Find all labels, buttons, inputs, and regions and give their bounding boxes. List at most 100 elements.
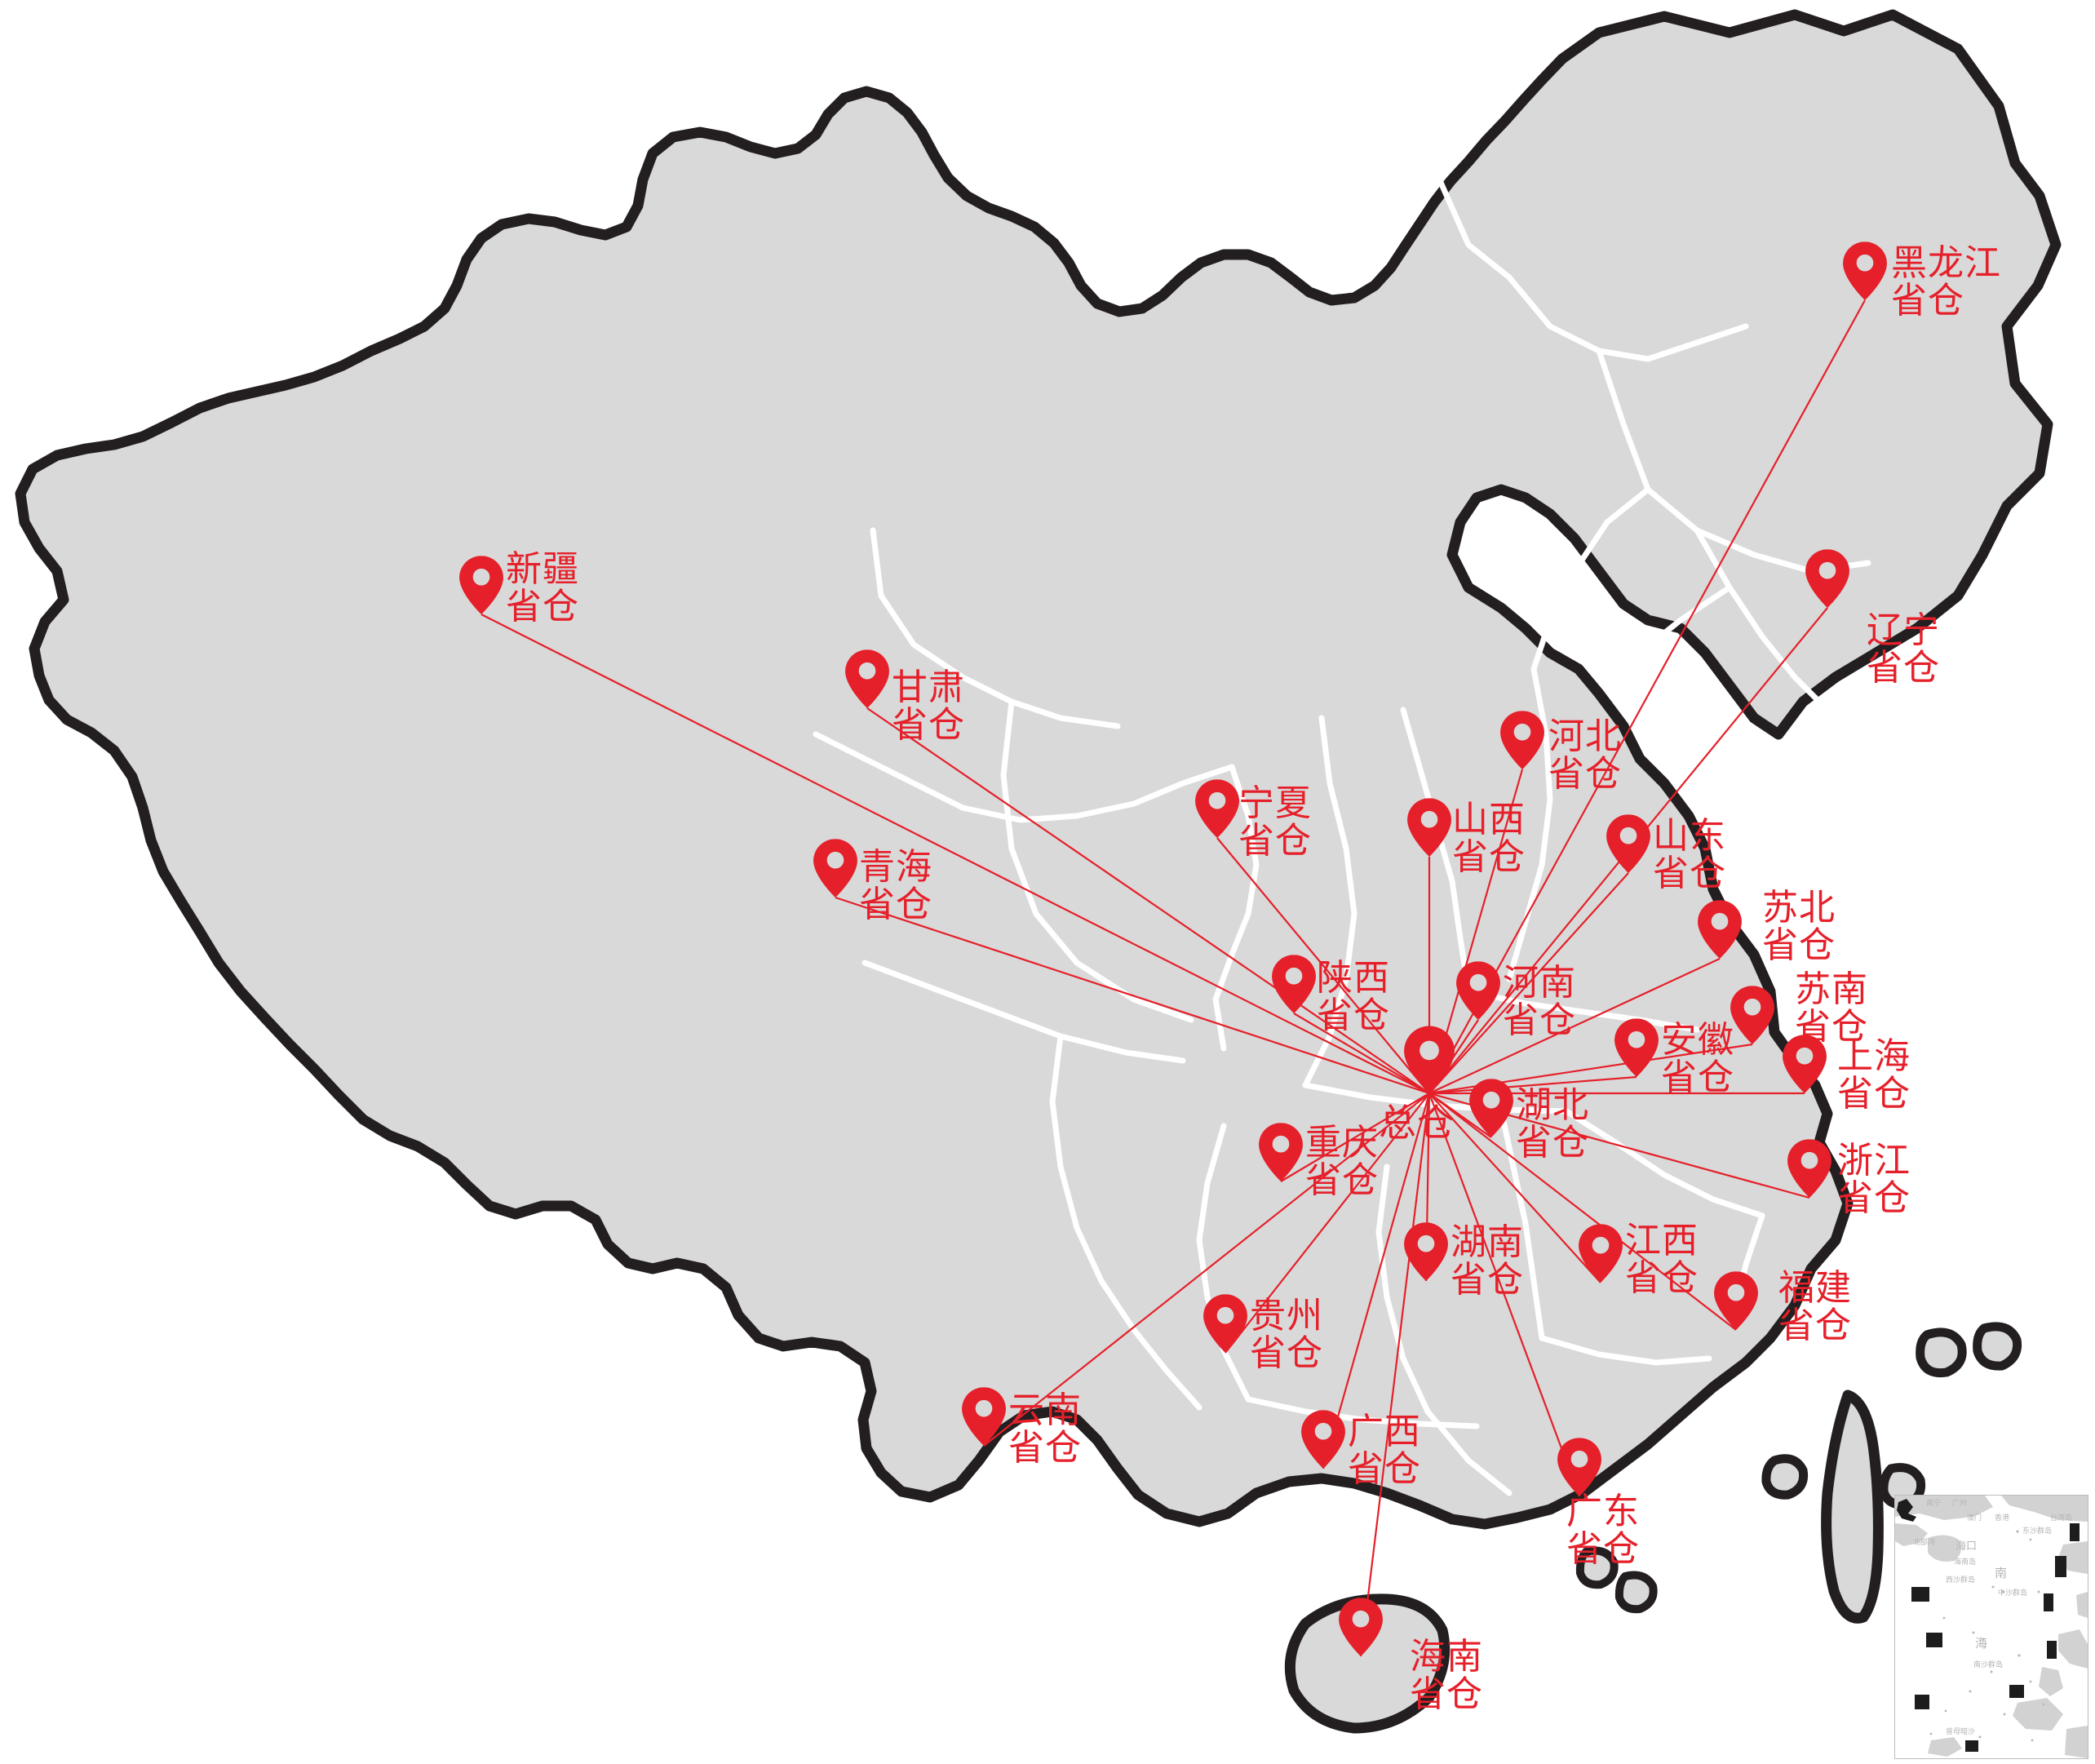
map-pin-icon-fujian[interactable]: [1714, 1271, 1758, 1330]
route-line-xinjiang: [481, 614, 1430, 1094]
warehouse-label-xinjiang: 新疆 省仓: [506, 548, 579, 628]
map-pin-icon-heilongjiang[interactable]: [1843, 242, 1887, 300]
warehouse-label-qinghai: 青海 省仓: [859, 846, 932, 926]
warehouse-label-yunnan: 云南 省仓: [1008, 1389, 1082, 1469]
map-pin-icon-xinjiang[interactable]: [459, 556, 503, 614]
route-line-ningxia: [1216, 837, 1430, 1094]
map-pin-icon-yunnan[interactable]: [962, 1387, 1006, 1446]
map-pin-icon-chongqing[interactable]: [1259, 1123, 1303, 1181]
map-pin-icon-anhui[interactable]: [1614, 1018, 1659, 1077]
warehouse-label-gansu: 甘肃 省仓: [892, 667, 965, 747]
route-line-chongqing: [1280, 1093, 1430, 1182]
inset-label-2: 澳门: [1967, 1513, 1982, 1522]
inset-label-3: 香港: [1995, 1513, 2009, 1522]
island-small-c: [1761, 1454, 1809, 1500]
map-pin-icon-shanghai[interactable]: [1783, 1035, 1827, 1093]
warehouse-label-guangxi: 广西 省仓: [1348, 1411, 1421, 1491]
warehouse-label-jiangxi: 江西 省仓: [1625, 1220, 1699, 1300]
inset-label-10: 中沙群岛: [1998, 1588, 2027, 1598]
warehouse-label-anhui: 安徽 省仓: [1661, 1019, 1734, 1099]
inset-label-12: 海: [1975, 1636, 1987, 1651]
map-pin-icon-qinghai[interactable]: [813, 839, 857, 898]
map-pin-icon-zhejiang[interactable]: [1787, 1139, 1831, 1198]
map-pin-icon-jiangxi[interactable]: [1579, 1224, 1623, 1283]
route-line-guangxi: [1322, 1093, 1431, 1469]
island-small-a: [1916, 1327, 1967, 1378]
warehouse-label-shandong: 山东 省仓: [1653, 815, 1726, 895]
inset-label-6: 北部湾: [1913, 1537, 1935, 1547]
inset-label-11: 南: [1995, 1566, 2007, 1580]
china-national-outline: [15, 9, 2062, 1530]
warehouse-label-shanghai: 上海 省仓: [1837, 1035, 1911, 1115]
inset-landmasses: [1895, 1496, 2088, 1758]
route-line-yunnan: [983, 1093, 1430, 1447]
inset-dots: [1929, 1530, 2045, 1742]
warehouse-label-shaanxi: 陕西 省仓: [1317, 957, 1390, 1037]
warehouse-label-zhejiang: 浙江 省仓: [1837, 1140, 1911, 1220]
warehouse-label-hainan: 海南 省仓: [1410, 1636, 1483, 1716]
inset-map: 南宁 广州 澳门 香港 台湾岛 东沙群岛 北部湾 海口 海南岛 西沙群岛 中沙群…: [1895, 1496, 2088, 1758]
map-pin-icon-hubei[interactable]: [1469, 1079, 1513, 1137]
island-small-f: [1614, 1571, 1658, 1614]
map-pin-icon-ningxia[interactable]: [1195, 779, 1239, 838]
island-small-b: [1973, 1322, 2022, 1371]
inset-label-0: 南宁: [1926, 1498, 1941, 1508]
mainland-landmass: [15, 9, 2062, 1530]
warehouse-label-liaoning: 辽宁 省仓: [1867, 609, 1940, 689]
inset-label-9: 西沙群岛: [1946, 1575, 1975, 1584]
route-line-fujian: [1428, 1093, 1737, 1331]
south-china-sea-inset: 南宁 广州 澳门 香港 台湾岛 东沙群岛 北部湾 海口 海南岛 西沙群岛 中沙群…: [1894, 1495, 2088, 1759]
map-pin-icon-guizhou[interactable]: [1203, 1294, 1247, 1353]
route-line-hainan: [1359, 1093, 1431, 1657]
map-pin-icon-liaoning[interactable]: [1805, 549, 1849, 608]
map-pin-icon-henan[interactable]: [1456, 961, 1500, 1020]
warehouse-label-shanxi: 山西 省仓: [1452, 799, 1526, 879]
route-line-anhui: [1428, 1075, 1637, 1095]
map-pin-icon-hainan[interactable]: [1339, 1598, 1383, 1656]
map-pin-icon-gansu[interactable]: [845, 649, 889, 708]
warehouse-label-zongcang: 总仓: [1379, 1101, 1455, 1145]
inset-label-7: 海口: [1955, 1540, 1977, 1553]
hainan-island: [1284, 1593, 1451, 1734]
route-line-subei: [1428, 958, 1721, 1094]
map-pin-icon-hebei[interactable]: [1500, 711, 1544, 769]
warehouse-label-hebei: 河北 省仓: [1548, 716, 1622, 796]
map-pin-icon-sunan[interactable]: [1730, 986, 1774, 1044]
map-pin-icon-zongcang[interactable]: [1404, 1026, 1455, 1093]
warehouse-label-heilongjiang: 黑龙江 省仓: [1891, 242, 2001, 322]
map-pin-icon-subei[interactable]: [1698, 900, 1742, 959]
map-pin-icon-shandong[interactable]: [1606, 814, 1650, 873]
inset-label-5: 东沙群岛: [2022, 1526, 2052, 1536]
map-pin-icon-hunan[interactable]: [1404, 1222, 1448, 1281]
inset-label-13: 南沙群岛: [1973, 1660, 2003, 1669]
warehouse-label-guangdong: 广东 省仓: [1566, 1491, 1640, 1571]
inset-coastline-marks: [1897, 1499, 2079, 1752]
inset-label-14: 曾母暗沙: [1946, 1726, 1975, 1736]
route-line-guizhou: [1225, 1093, 1430, 1354]
route-line-heilongjiang: [1428, 299, 1866, 1094]
map-pin-icon-shanxi[interactable]: [1407, 798, 1451, 857]
taiwan-island: [1821, 1389, 1884, 1624]
route-line-gansu: [866, 707, 1430, 1094]
route-line-qinghai: [835, 896, 1430, 1095]
warehouse-label-chongqing: 重庆 省仓: [1305, 1122, 1379, 1202]
route-line-jiangxi: [1428, 1093, 1601, 1283]
map-pin-icon-guangxi[interactable]: [1301, 1410, 1345, 1469]
warehouse-label-ningxia: 宁夏 省仓: [1238, 782, 1312, 862]
route-line-shandong: [1428, 872, 1629, 1094]
inset-label-1: 广州: [1952, 1498, 1967, 1508]
warehouse-label-henan: 河南 省仓: [1503, 962, 1576, 1042]
map-pin-icon-shaanxi[interactable]: [1272, 955, 1316, 1013]
warehouse-label-hunan: 湖南 省仓: [1451, 1221, 1524, 1301]
inset-label-8: 海南岛: [1954, 1557, 1976, 1567]
warehouse-label-hubei: 湖北 省仓: [1516, 1084, 1589, 1164]
island-small-e: [1575, 1546, 1619, 1589]
warehouse-label-fujian: 福建 省仓: [1778, 1267, 1852, 1347]
inset-label-4: 台湾岛: [2050, 1513, 2072, 1522]
inset-place-labels: 南宁 广州 澳门 香港 台湾岛 东沙群岛 北部湾 海口 海南岛 西沙群岛 中沙群…: [1913, 1498, 2072, 1736]
map-pin-icon-guangdong[interactable]: [1557, 1438, 1601, 1496]
warehouse-label-guizhou: 贵州 省仓: [1250, 1295, 1323, 1375]
